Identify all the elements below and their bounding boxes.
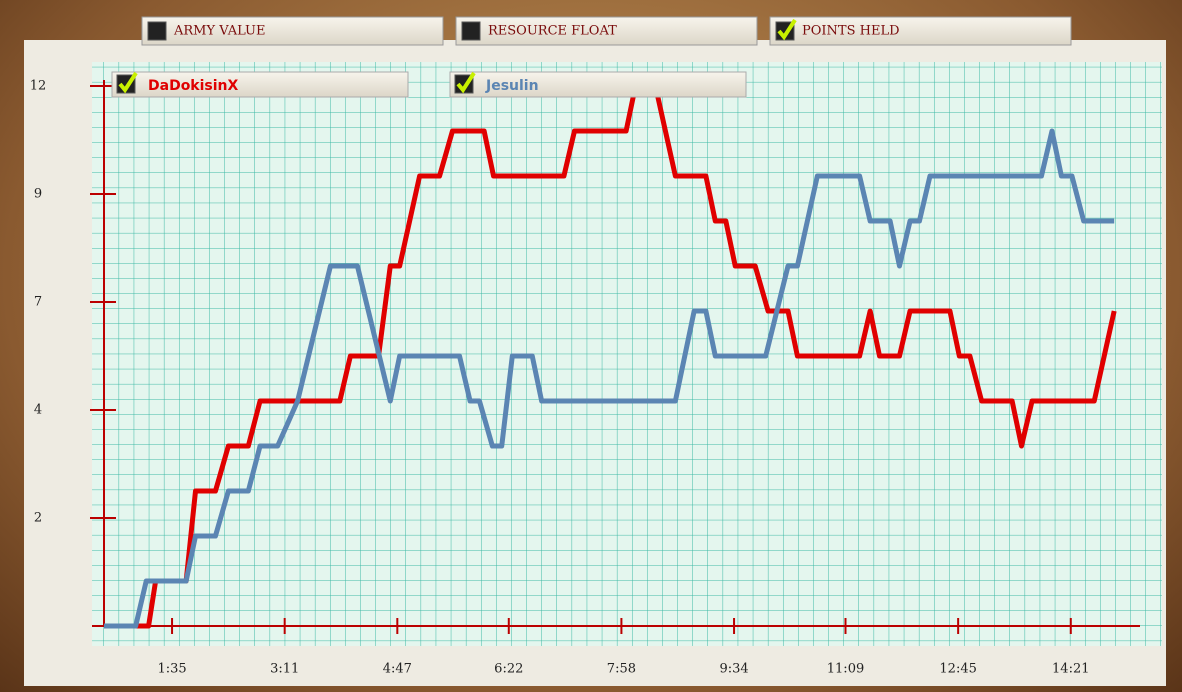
x-tick: 1:35 [157,618,187,677]
x-tick-label: 4:47 [383,662,412,677]
x-tick-label: 7:58 [607,662,636,677]
series-line [104,128,1115,629]
x-tick: 3:11 [270,618,299,677]
x-tick-label: 12:45 [939,662,976,677]
y-tick: 4 [34,403,116,418]
y-tick: 9 [34,187,116,202]
legend-label: DaDokisinX [148,78,239,94]
legend-item[interactable]: DaDokisinX [111,71,409,98]
checkmark [456,71,476,94]
y-tick-label: 4 [34,403,42,418]
tab-bg [141,16,444,46]
toggle-label: ARMY VALUE [173,24,265,39]
toggle-tab[interactable]: POINTS HELD [769,16,1072,46]
legend-bg [449,71,747,98]
toggle-tab[interactable]: ARMY VALUE [141,16,444,46]
tab-bg [455,16,758,46]
y-tick: 2 [34,511,116,526]
checkbox [461,21,481,41]
checkmark [777,18,797,41]
x-tick-label: 11:09 [827,662,864,677]
x-tick-label: 14:21 [1052,662,1089,677]
y-tick-label: 9 [34,187,42,202]
y-tick-label: 12 [30,79,47,94]
toggle-label: POINTS HELD [802,24,900,39]
y-tick-label: 7 [34,295,42,310]
checkmark [118,71,138,94]
x-tick: 6:22 [494,618,523,677]
x-tick: 12:45 [939,618,977,677]
x-tick-label: 1:35 [157,662,186,677]
x-tick: 4:47 [383,618,412,677]
x-tick-label: 3:11 [270,662,299,677]
toggle-tab[interactable]: RESOURCE FLOAT [455,16,758,46]
x-tick: 14:21 [1052,618,1090,677]
x-tick-label: 9:34 [719,662,748,677]
grid-pattern [92,62,1162,646]
tab-bg [769,16,1072,46]
legend-label: Jesulin [485,78,539,94]
x-tick: 7:58 [607,618,636,677]
x-tick: 11:09 [827,618,864,677]
y-tick: 7 [34,295,116,310]
legend-bg [111,71,409,98]
toggle-label: RESOURCE FLOAT [488,24,617,39]
y-tick-label: 2 [34,511,42,526]
legend-item[interactable]: Jesulin [449,71,747,98]
checkbox [147,21,167,41]
x-tick: 9:34 [719,618,749,677]
x-tick-label: 6:22 [494,662,523,677]
